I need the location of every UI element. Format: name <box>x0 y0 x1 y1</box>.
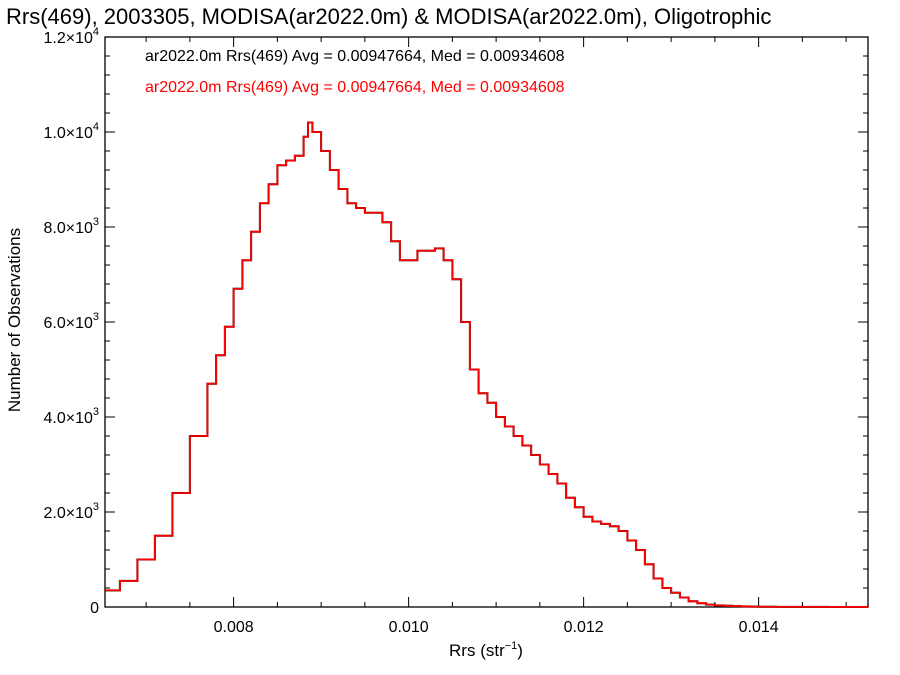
series-layer <box>105 121 869 608</box>
plot-frame <box>104 36 869 608</box>
axis-ticks <box>105 36 868 608</box>
legend-entry-black: ar2022.0m Rrs(469) Avg = 0.00947664, Med… <box>145 48 565 65</box>
y-tick-label: 1.0×104 <box>43 121 99 142</box>
y-tick-label: 6.0×103 <box>43 311 99 332</box>
x-tick-label: 0.014 <box>739 619 779 636</box>
chart-title: Rrs(469), 2003305, MODISA(ar2022.0m) & M… <box>6 4 771 29</box>
x-tick-label: 0.010 <box>389 619 429 636</box>
x-axis-tick-labels: 0.008 0.010 0.012 0.014 <box>214 619 779 636</box>
y-axis-title: Number of Observations <box>5 228 24 412</box>
y-tick-label: 1.2×104 <box>43 26 99 47</box>
x-axis-title: Rrs (str−1) <box>449 640 523 660</box>
y-axis-tick-labels: 0 2.0×103 4.0×103 6.0×103 8.0×103 1.0×104 1.2×… <box>43 26 99 617</box>
legend-entry-red: ar2022.0m Rrs(469) Avg = 0.00947664, Med… <box>145 79 565 96</box>
y-tick-label: 4.0×103 <box>43 406 99 427</box>
series-line-black <box>105 121 869 608</box>
series-line-red <box>105 121 869 608</box>
y-tick-label: 0 <box>90 600 99 617</box>
x-tick-label: 0.008 <box>214 619 254 636</box>
x-tick-label: 0.012 <box>564 619 604 636</box>
y-tick-label: 8.0×103 <box>43 216 99 237</box>
y-tick-label: 2.0×103 <box>43 501 99 522</box>
